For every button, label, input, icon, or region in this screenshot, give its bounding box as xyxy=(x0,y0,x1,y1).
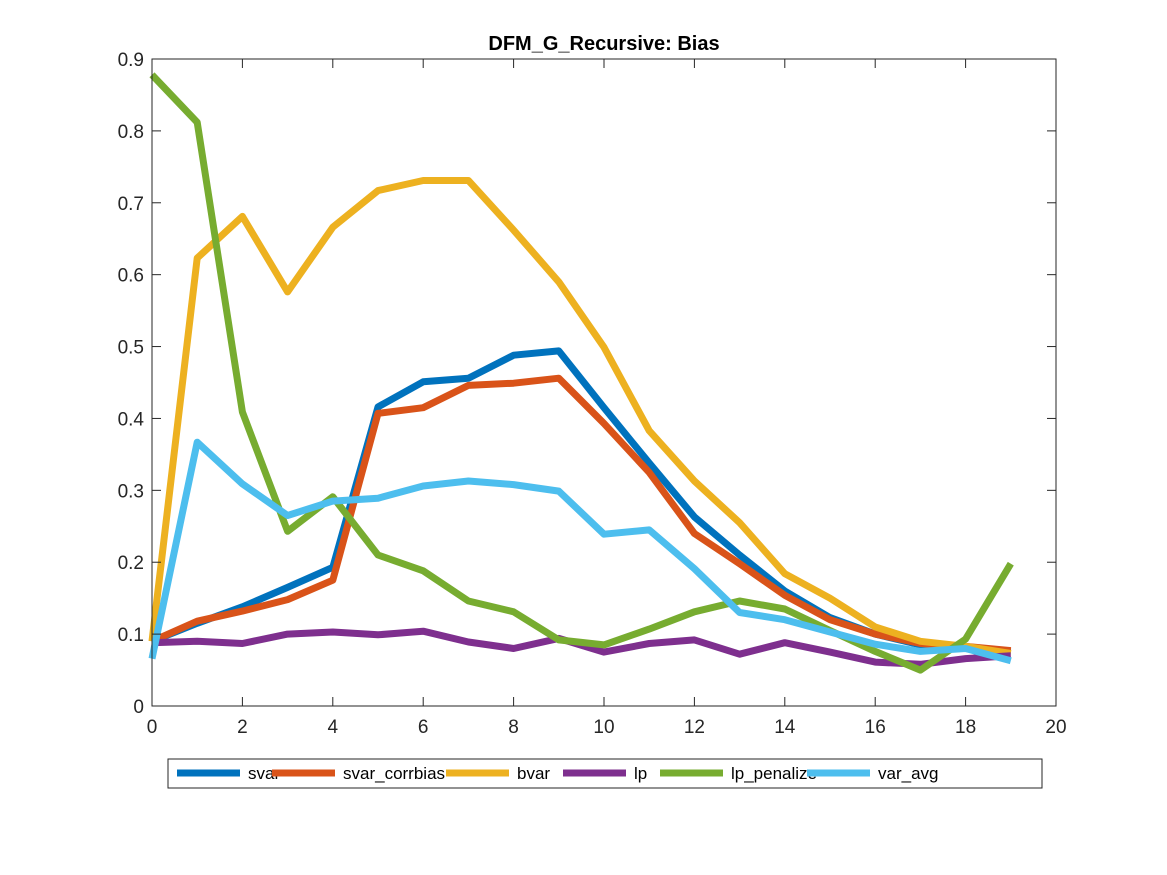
plot-area xyxy=(152,59,1056,706)
chart-title: DFM_G_Recursive: Bias xyxy=(488,33,719,55)
series-layer xyxy=(148,72,1014,674)
x-tick-label: 10 xyxy=(593,717,614,738)
x-tick-label: 2 xyxy=(237,717,248,738)
series-line-bvar xyxy=(148,177,1012,657)
x-tick-label: 8 xyxy=(508,717,519,738)
x-tick-label: 20 xyxy=(1045,717,1066,738)
y-tick-label: 0.6 xyxy=(118,266,144,287)
x-tick-label: 12 xyxy=(684,717,705,738)
x-tick-label: 14 xyxy=(774,717,796,738)
legend-label-var-avg: var_avg xyxy=(878,764,938,783)
y-tick-label: 0.8 xyxy=(118,122,144,143)
y-tick-label: 0.1 xyxy=(118,625,144,646)
y-tick-label: 0.9 xyxy=(118,50,144,71)
y-tick-label: 0.2 xyxy=(118,553,144,574)
legend-label-bvar: bvar xyxy=(517,764,550,783)
y-tick-label: 0.4 xyxy=(118,409,145,430)
x-tick-label: 6 xyxy=(418,717,429,738)
series-line-lp-penalize xyxy=(149,72,1014,674)
y-tick-label: 0 xyxy=(133,697,144,718)
x-tick-label: 18 xyxy=(955,717,976,738)
y-tick-label: 0.5 xyxy=(118,338,144,359)
x-tick-label: 4 xyxy=(328,717,339,738)
legend-label-svar-corrbias: svar_corrbias xyxy=(343,764,445,783)
legend-label-lp: lp xyxy=(634,764,647,783)
series-line-var-avg xyxy=(148,438,1012,665)
tick-layer: 0 2 4 6 8 10 12 14 16 18 20 0 0.1 0.2 0.3 0.4 0.5 0.6 0.7 0… xyxy=(118,50,1067,738)
series-line-svar-corrbias xyxy=(150,374,1012,655)
y-tick-label: 0.3 xyxy=(118,481,144,502)
legend: svar svar_corrbias bvar lp lp_penalize var_av… xyxy=(167,758,1043,789)
legend-label-svar: svar xyxy=(248,764,280,783)
x-tick-label: 0 xyxy=(147,717,158,738)
legend-label-lp-penalize: lp_penalize xyxy=(731,764,817,783)
x-tick-label: 16 xyxy=(865,717,886,738)
y-tick-label: 0.7 xyxy=(118,194,144,215)
